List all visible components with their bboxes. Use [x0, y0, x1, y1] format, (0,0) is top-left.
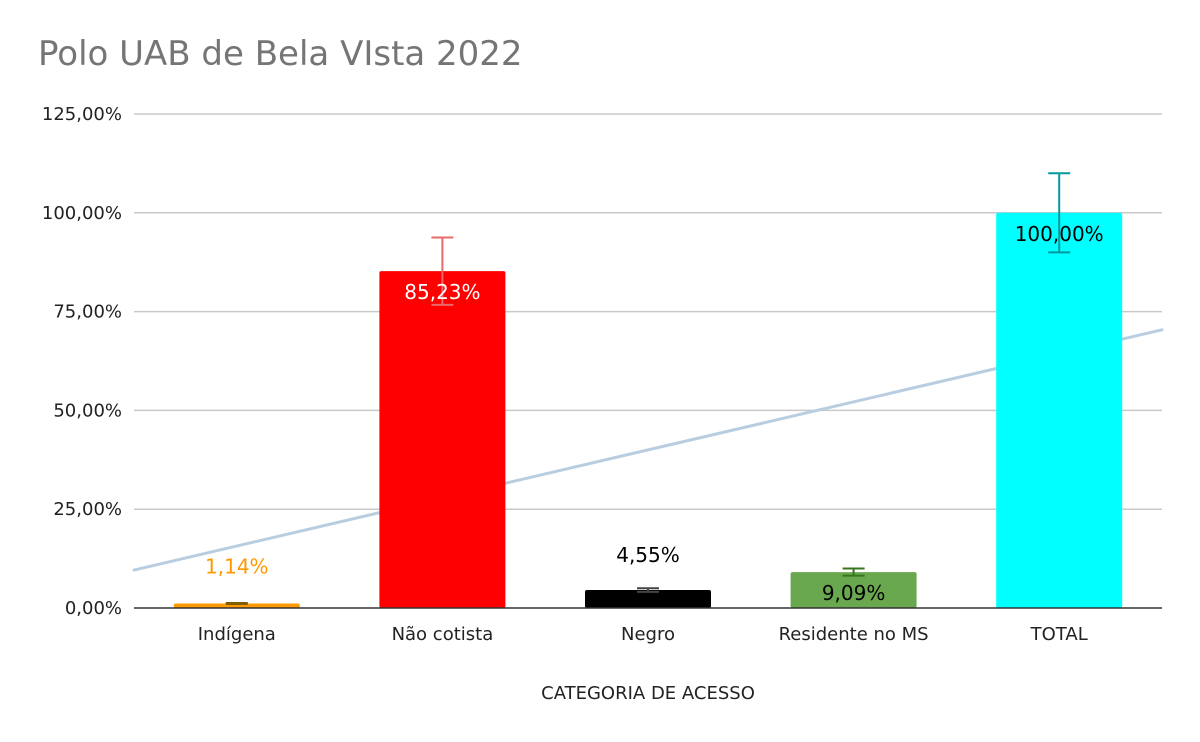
y-tick-label: 25,00%	[53, 499, 122, 520]
data-labels: 1,14% 85,23% 4,55% 9,09% 100,00%	[205, 222, 1104, 605]
y-tick-label: 100,00%	[42, 203, 122, 224]
y-tick-label: 75,00%	[53, 302, 122, 323]
y-tick-label: 125,00%	[42, 104, 122, 125]
bars	[173, 212, 1123, 609]
data-label: 4,55%	[616, 543, 680, 567]
bar	[173, 603, 300, 608]
error-bars	[225, 172, 1071, 605]
chart-title: Polo UAB de Bela VIsta 2022	[38, 34, 523, 74]
y-tick-label: 0,00%	[65, 598, 122, 619]
bar	[585, 590, 711, 608]
category-label: Não cotista	[392, 624, 494, 645]
data-label: 9,09%	[822, 581, 886, 605]
category-label: TOTAL	[1030, 624, 1088, 645]
data-label: 85,23%	[404, 280, 480, 304]
data-label: 100,00%	[1015, 222, 1104, 246]
category-label: Indígena	[198, 624, 276, 645]
data-label: 1,14%	[205, 554, 269, 578]
y-tick-label: 50,00%	[53, 400, 122, 421]
bar	[996, 212, 1123, 609]
category-label: Negro	[621, 624, 675, 645]
category-label: Residente no MS	[779, 624, 929, 645]
trendline	[132, 328, 1164, 572]
axes: 0,00% 25,00% 50,00% 75,00% 100,00% 125,00% Ind…	[42, 104, 1162, 645]
bar	[379, 271, 506, 608]
bar	[790, 572, 917, 608]
x-axis-title: CATEGORIA DE ACESSO	[541, 683, 755, 704]
gridlines	[134, 113, 1162, 510]
trendline-layer	[132, 328, 1164, 572]
